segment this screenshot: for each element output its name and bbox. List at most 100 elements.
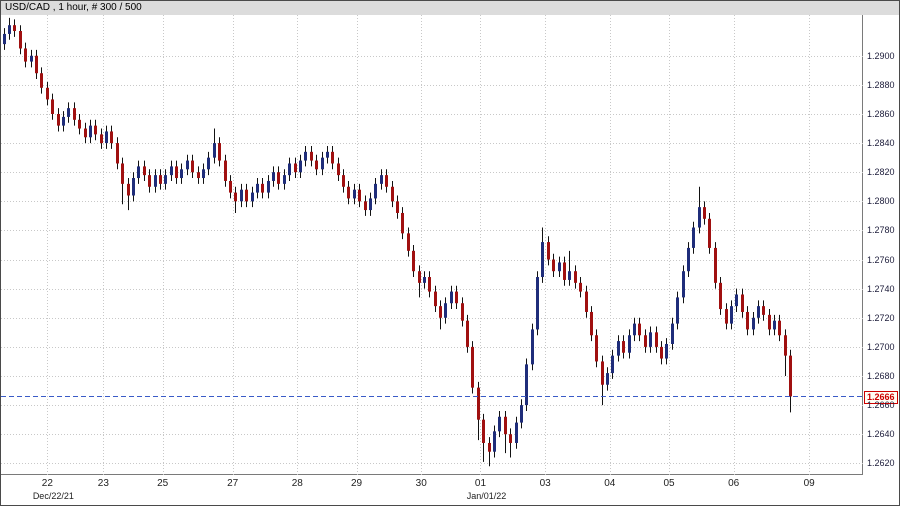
candle: [488, 437, 491, 467]
candle: [342, 169, 345, 193]
price-axis-label: 1.2900: [867, 50, 895, 61]
candle: [498, 410, 501, 438]
candle: [207, 151, 210, 176]
candle: [240, 183, 243, 208]
candle: [504, 410, 507, 454]
candle: [595, 329, 598, 368]
candle: [310, 146, 313, 167]
candle: [778, 314, 781, 342]
price-axis[interactable]: 1.2666 1.2900 1.2880 1.2860 1.2840 1.2820 1.2…: [863, 15, 899, 475]
candle: [347, 180, 350, 205]
candle: [67, 102, 70, 123]
candle: [746, 306, 749, 336]
candle: [180, 163, 183, 184]
candle: [617, 335, 620, 362]
candle: [62, 111, 65, 132]
candle: [428, 271, 431, 298]
candle: [299, 154, 302, 179]
time-axis-label: 04: [604, 478, 616, 489]
candle: [251, 186, 254, 208]
candle: [719, 277, 722, 315]
candle: [671, 317, 674, 350]
time-axis-label: 09: [803, 478, 815, 489]
candle: [369, 192, 372, 216]
candle: [288, 157, 291, 181]
candle: [563, 256, 566, 286]
candle: [450, 285, 453, 310]
candle: [94, 119, 97, 141]
candle: [8, 17, 11, 40]
time-axis-date-label: Jan/01/22: [466, 491, 507, 501]
candle: [396, 195, 399, 219]
candle: [337, 157, 340, 181]
candle: [471, 341, 474, 394]
candle: [423, 271, 426, 289]
candle: [321, 151, 324, 176]
candle: [692, 221, 695, 254]
candle: [730, 300, 733, 330]
candle: [186, 154, 189, 176]
candle: [116, 137, 119, 170]
time-axis-label: 22: [41, 478, 53, 489]
price-axis-label: 1.2760: [867, 254, 895, 265]
candle: [353, 183, 356, 205]
candlestick-plot-area[interactable]: [1, 15, 863, 475]
candle: [676, 291, 679, 330]
candle: [283, 169, 286, 190]
candle: [315, 154, 318, 176]
price-axis-label: 1.2860: [867, 108, 895, 119]
candle: [137, 160, 140, 184]
candle: [703, 201, 706, 225]
chart-title: USD/CAD , 1 hour, # 300 / 500: [5, 2, 142, 13]
candle: [585, 285, 588, 318]
candle: [148, 169, 151, 193]
time-axis-label: 30: [415, 478, 427, 489]
candle: [622, 335, 625, 359]
time-axis[interactable]: 22 Dec/22/21 23 25 27 28 29 30 01 Jan/01/22 03 04 05…: [1, 475, 863, 505]
candle: [741, 288, 744, 318]
candle: [515, 416, 518, 449]
candle: [633, 317, 636, 342]
candle: [391, 180, 394, 208]
candle: [57, 108, 60, 132]
candle: [531, 323, 534, 371]
candle: [434, 285, 437, 312]
candle: [601, 355, 604, 406]
candle: [418, 265, 421, 298]
candle: [477, 381, 480, 441]
candle: [725, 303, 728, 330]
candle: [19, 25, 22, 55]
candle: [105, 125, 108, 149]
candle: [660, 341, 663, 365]
candle: [735, 288, 738, 312]
candle: [30, 49, 33, 68]
candle: [261, 178, 264, 199]
price-axis-label: 1.2800: [867, 196, 895, 207]
candle: [143, 160, 146, 181]
candle: [536, 271, 539, 336]
candle: [40, 67, 43, 94]
time-axis-date-label: Dec/22/21: [32, 491, 74, 501]
candle: [218, 137, 221, 167]
current-price-tag: 1.2666: [864, 390, 898, 404]
chart-canvas[interactable]: [1, 15, 863, 475]
candle: [520, 399, 523, 429]
chart-header: USD/CAD , 1 hour, # 300 / 500: [1, 1, 899, 16]
candle: [191, 154, 194, 179]
price-axis-label: 1.2700: [867, 341, 895, 352]
price-axis-label: 1.2720: [867, 312, 895, 323]
candle: [412, 245, 415, 278]
candle: [568, 250, 571, 286]
candle: [46, 81, 49, 106]
candle: [24, 42, 27, 68]
candle: [213, 128, 216, 164]
candle: [455, 285, 458, 310]
candle: [773, 314, 776, 336]
candle: [78, 113, 81, 135]
time-axis-label: 05: [663, 478, 675, 489]
candle: [51, 93, 54, 120]
candle: [121, 157, 124, 205]
candle: [84, 122, 87, 144]
candle: [649, 326, 652, 353]
candle: [175, 160, 178, 184]
